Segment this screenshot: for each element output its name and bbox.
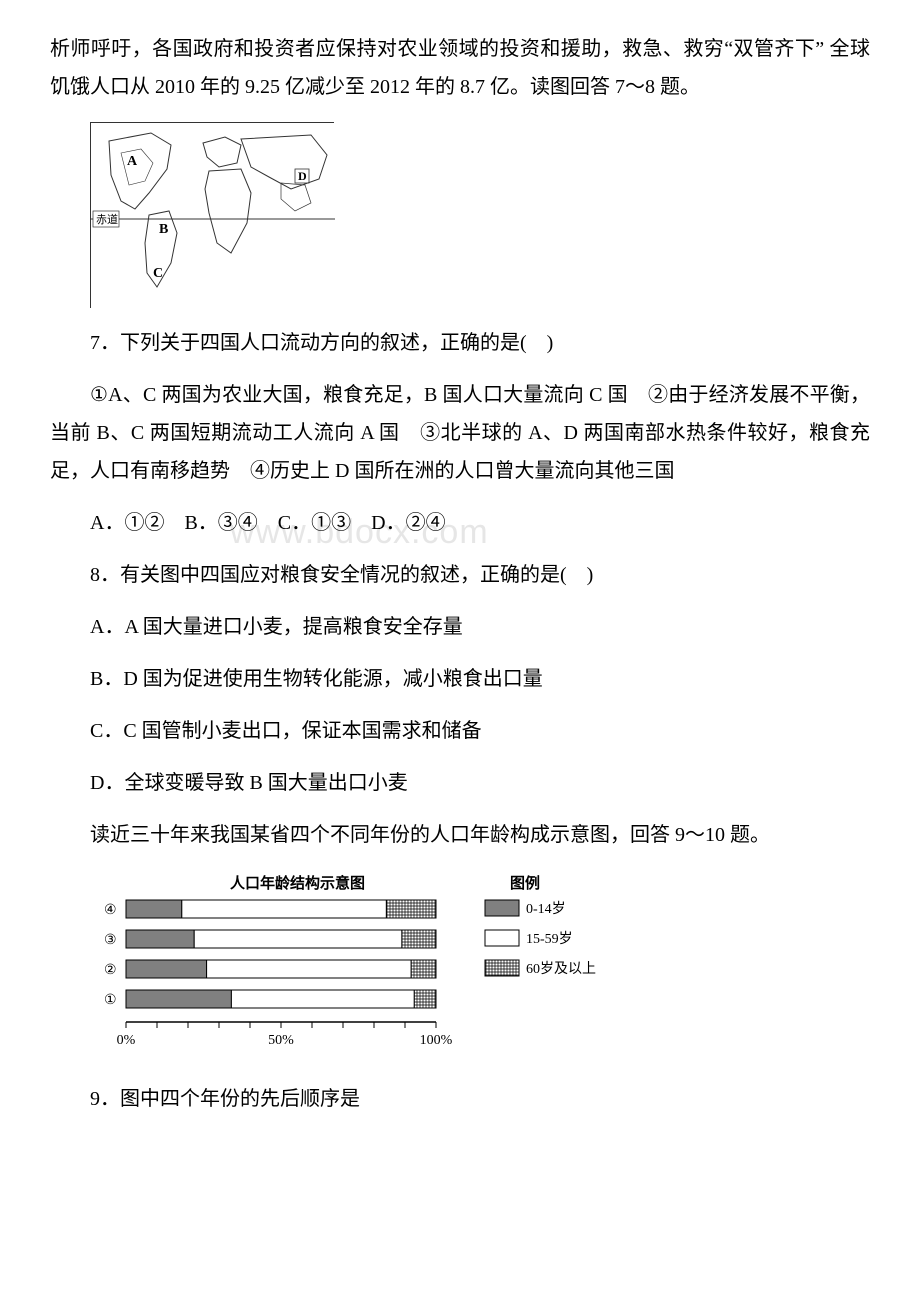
bar-segment xyxy=(126,930,194,948)
world-map-figure: 赤道 A B C D xyxy=(90,122,870,308)
bar-segment xyxy=(126,990,231,1008)
q8-stem: 8．有关图中四国应对粮食安全情况的叙述，正确的是( ) xyxy=(50,556,870,594)
bar-segment xyxy=(126,900,182,918)
bar-segment xyxy=(414,990,436,1008)
bar-segment xyxy=(411,960,436,978)
svg-text:D: D xyxy=(298,169,307,183)
q8-d: D．全球变暖导致 B 国大量出口小麦 xyxy=(50,764,870,802)
q8-b: B．D 国为促进使用生物转化能源，减小粮食出口量 xyxy=(50,660,870,698)
q9-stem: 9．图中四个年份的先后顺序是 xyxy=(50,1080,870,1118)
bar-segment xyxy=(386,900,436,918)
q7-stem: 7．下列关于四国人口流动方向的叙述，正确的是( ) xyxy=(50,324,870,362)
bar-row-label: ① xyxy=(104,993,117,1008)
chart-title: 人口年龄结构示意图 xyxy=(230,874,365,892)
bar-row-label: ② xyxy=(104,963,117,978)
q7-options: A．①② B．③④ C．①③ D．②④ xyxy=(50,504,870,542)
world-map-svg: 赤道 A B C D xyxy=(91,123,335,309)
q8-a: A．A 国大量进口小麦，提高粮食安全存量 xyxy=(50,608,870,646)
bar-segment xyxy=(402,930,436,948)
legend-0: 0-14岁 xyxy=(526,901,566,917)
bar-row-label: ③ xyxy=(104,933,117,948)
chart-intro-paragraph: 读近三十年来我国某省四个不同年份的人口年龄构成示意图，回答 9～10 题。 xyxy=(50,816,870,854)
equator-label: 赤道 xyxy=(96,212,118,226)
svg-text:B: B xyxy=(159,222,168,237)
x-tick-label: 100% xyxy=(420,1033,453,1048)
bar-segment xyxy=(194,930,402,948)
svg-text:A: A xyxy=(127,154,138,169)
bar-segment xyxy=(207,960,412,978)
bar-segment xyxy=(126,960,207,978)
intro-paragraph: 析师呼吁，各国政府和投资者应保持对农业领域的投资和援助，救急、救穷“双管齐下” … xyxy=(50,30,870,106)
x-tick-label: 0% xyxy=(117,1033,136,1048)
age-structure-chart: 人口年龄结构示意图 图例 0-14岁 15-59岁 60岁及以上 ④ ③ ② ① 0%… xyxy=(90,870,870,1060)
q8-c: C．C 国管制小麦出口，保证本国需求和储备 xyxy=(50,712,870,750)
legend-title: 图例 xyxy=(510,874,540,892)
legend-1: 15-59岁 xyxy=(526,931,573,947)
legend-2: 60岁及以上 xyxy=(526,961,596,977)
bar-row-label: ④ xyxy=(104,903,117,918)
x-tick-label: 50% xyxy=(268,1033,294,1048)
age-structure-svg: 人口年龄结构示意图 图例 0-14岁 15-59岁 60岁及以上 ④ ③ ② ① 0%… xyxy=(90,870,610,1060)
svg-text:C: C xyxy=(153,266,163,281)
bar-segment xyxy=(231,990,414,1008)
bar-segment xyxy=(182,900,387,918)
q7-statements: ①A、C 两国为农业大国，粮食充足，B 国人口大量流向 C 国 ②由于经济发展不… xyxy=(50,376,870,490)
